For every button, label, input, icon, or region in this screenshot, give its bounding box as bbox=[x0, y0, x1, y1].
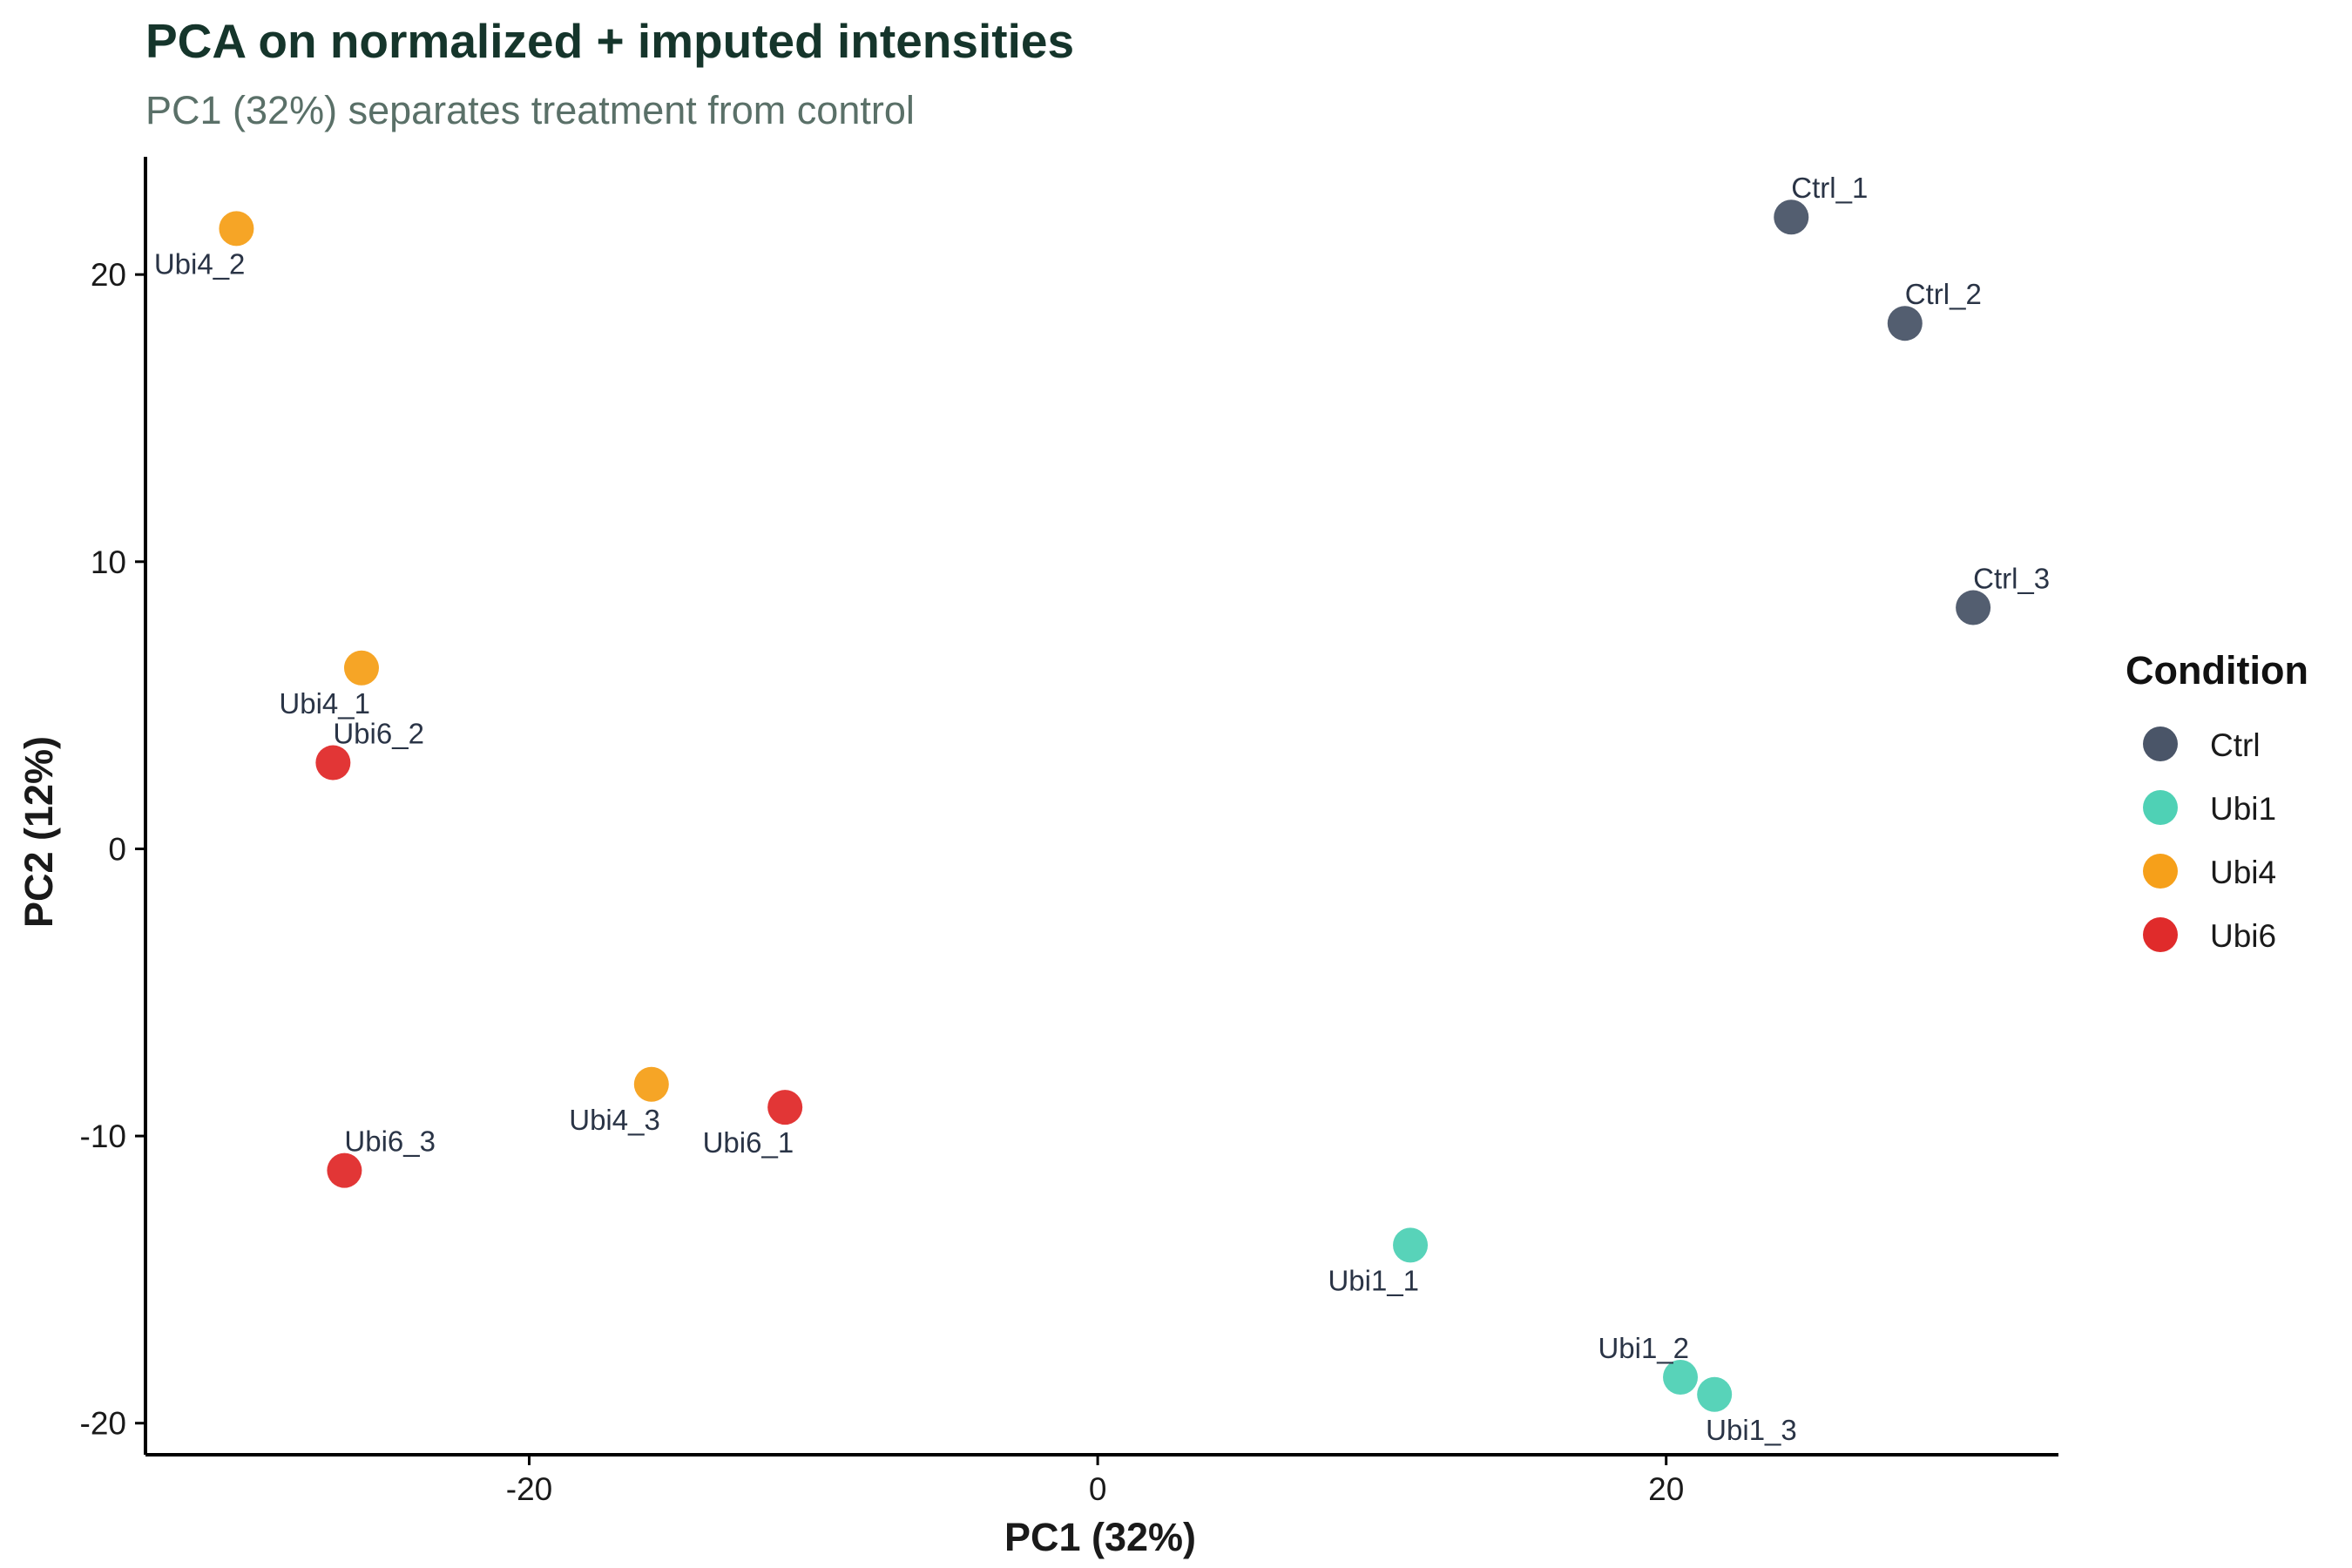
point-label: Ubi6_2 bbox=[333, 718, 424, 750]
legend-key bbox=[2143, 854, 2178, 889]
point-label: Ctrl_1 bbox=[1791, 172, 1868, 204]
data-point bbox=[315, 745, 351, 781]
x-axis-title: PC1 (32%) bbox=[1004, 1515, 1196, 1559]
legend-title: Condition bbox=[2126, 648, 2308, 693]
data-point bbox=[633, 1066, 669, 1102]
point-label: Ubi1_1 bbox=[1328, 1264, 1419, 1296]
data-point bbox=[1663, 1359, 1699, 1395]
data-point bbox=[1956, 590, 1991, 625]
point-label: Ubi4_3 bbox=[569, 1104, 660, 1136]
y-tick-label: -10 bbox=[80, 1119, 126, 1154]
point-label: Ubi4_2 bbox=[154, 247, 246, 280]
legend-key bbox=[2143, 727, 2178, 761]
y-tick-label: -20 bbox=[80, 1406, 126, 1442]
y-tick-label: 20 bbox=[91, 257, 126, 293]
data-point bbox=[1774, 199, 1809, 235]
legend-label: Ubi4 bbox=[2210, 855, 2276, 890]
data-point bbox=[327, 1152, 362, 1188]
point-label: Ubi6_1 bbox=[703, 1126, 794, 1159]
point-label: Ubi1_3 bbox=[1706, 1414, 1797, 1446]
data-points bbox=[219, 199, 1991, 1412]
point-label: Ubi6_3 bbox=[344, 1125, 436, 1158]
point-label: Ubi1_2 bbox=[1598, 1332, 1689, 1364]
point-label: Ubi4_1 bbox=[279, 687, 370, 720]
legend-label: Ubi6 bbox=[2210, 918, 2276, 954]
chart-subtitle: PC1 (32%) separates treatment from contr… bbox=[145, 88, 915, 132]
x-tick-label: 20 bbox=[1648, 1471, 1684, 1507]
x-tick-label: -20 bbox=[506, 1471, 552, 1507]
axes: -20 0 20 -20 -10 0 10 20 bbox=[80, 157, 2058, 1507]
data-point bbox=[1887, 306, 1923, 341]
x-tick-label: 0 bbox=[1089, 1471, 1107, 1507]
y-tick-label: 0 bbox=[108, 831, 126, 867]
legend-label: Ubi1 bbox=[2210, 791, 2276, 827]
point-label: Ctrl_3 bbox=[1973, 563, 2050, 595]
data-point bbox=[1393, 1227, 1429, 1263]
point-labels: Ctrl_1 Ctrl_2 Ctrl_3 Ubi1_1 Ubi1_2 Ubi1_3 Ubi4… bbox=[154, 172, 2050, 1446]
legend-key bbox=[2143, 790, 2178, 825]
y-tick-label: 10 bbox=[91, 544, 126, 580]
y-axis-title: PC2 (12%) bbox=[17, 736, 61, 928]
data-point bbox=[343, 650, 379, 686]
legend: Condition Ctrl Ubi1 Ubi4 Ubi6 bbox=[2126, 648, 2308, 954]
chart-title: PCA on normalized + imputed intensities bbox=[145, 14, 1074, 68]
data-point bbox=[1697, 1376, 1733, 1412]
point-label: Ctrl_2 bbox=[1905, 278, 1982, 310]
data-point bbox=[219, 211, 254, 247]
legend-label: Ctrl bbox=[2210, 727, 2261, 763]
legend-key bbox=[2143, 917, 2178, 952]
data-point bbox=[767, 1090, 803, 1125]
